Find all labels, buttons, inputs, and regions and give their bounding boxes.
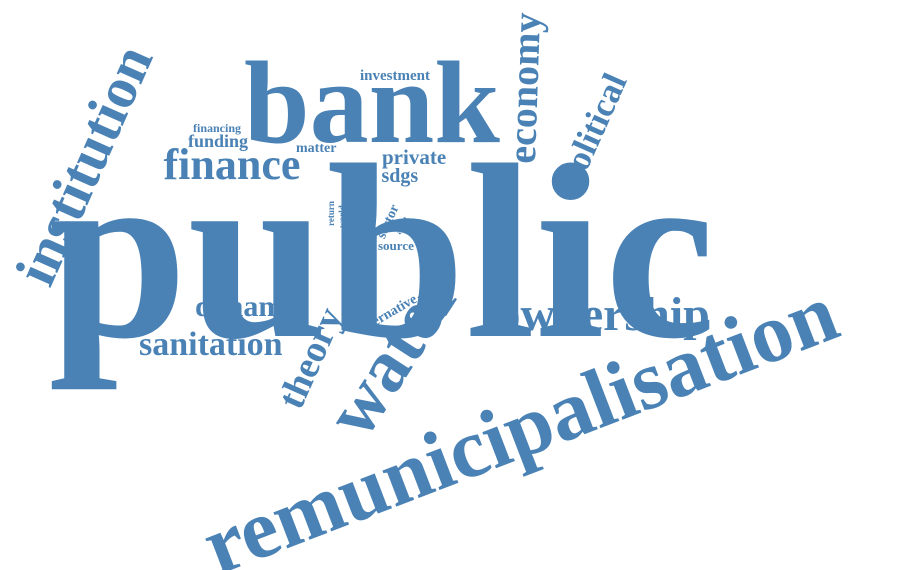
word-world: world bbox=[336, 204, 347, 228]
word-matter: matter bbox=[296, 141, 337, 156]
word-public: public bbox=[48, 114, 716, 391]
word-bank: bank bbox=[244, 37, 500, 168]
word-sanitation: sanitation bbox=[139, 326, 283, 363]
word-ownership: ownership bbox=[496, 288, 710, 341]
word-dynamic: dynamic bbox=[195, 290, 306, 323]
word-investment: investment bbox=[360, 67, 430, 84]
word-finance: finance bbox=[163, 140, 301, 189]
word-source: source bbox=[378, 237, 414, 253]
word-funding: funding bbox=[188, 131, 249, 151]
word-private: private bbox=[382, 144, 447, 169]
word-economy: economy bbox=[498, 11, 549, 165]
word-return: return bbox=[325, 200, 336, 226]
word-financing: financing bbox=[193, 121, 242, 135]
word-sdgs: sdgs bbox=[381, 165, 419, 187]
